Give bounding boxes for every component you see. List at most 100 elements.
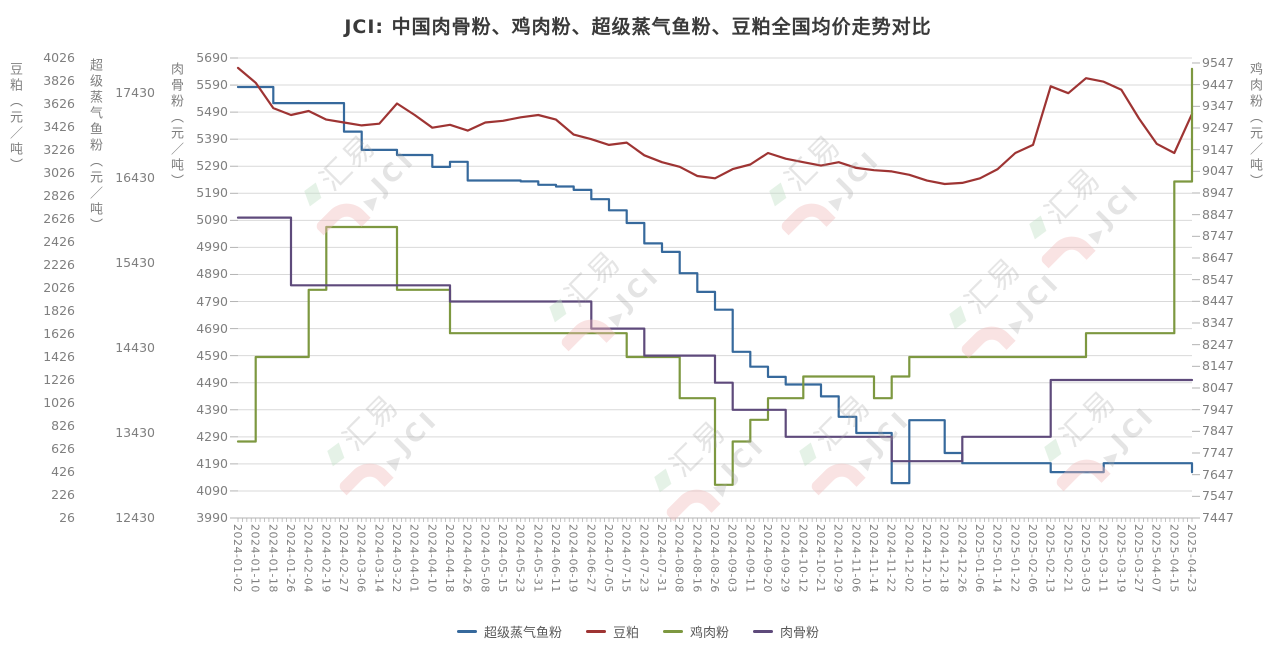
y-tick-label-soybean-meal: 1426 — [43, 349, 75, 364]
legend-item-soybean-meal[interactable]: 豆粕 — [585, 622, 639, 641]
y-tick-label-chicken-meal: 8947 — [1202, 184, 1234, 200]
series-line-fish-meal — [236, 85, 1194, 485]
x-tick-label: 2024-08-08 — [672, 524, 686, 593]
x-tick-label: 2024-07-15 — [619, 524, 633, 593]
y-tick-label-chicken-meal: 9147 — [1202, 141, 1234, 157]
y-tick-label-chicken-meal: 8447 — [1202, 293, 1234, 309]
y-tick-label-meat-bone-meal: 4590 — [196, 347, 228, 363]
y-tick-label-soybean-meal: 1226 — [43, 372, 75, 387]
legend: 超级蒸气鱼粉 豆粕 鸡肉粉 肉骨粉 — [0, 622, 1276, 641]
y-tick-label-chicken-meal: 9247 — [1202, 119, 1234, 135]
axis-title-meat-bone-meal: 肉骨粉（元／吨） — [168, 62, 183, 190]
y-tick-label-fish-meal: 15430 — [115, 254, 155, 270]
x-tick-label: 2024-11-22 — [884, 524, 898, 593]
y-tick-label-fish-meal: 14430 — [115, 339, 155, 355]
x-tick-label: 2024-09-29 — [778, 524, 792, 593]
x-tick-label: 2024-07-31 — [655, 524, 668, 593]
x-tick-label: 2024-12-18 — [937, 524, 951, 593]
y-tick-label-meat-bone-meal: 4790 — [196, 293, 228, 309]
series-line-meat-bone-meal — [236, 216, 1194, 463]
y-tick-label-soybean-meal: 826 — [51, 418, 75, 433]
y-tick-label-meat-bone-meal: 4290 — [196, 428, 228, 444]
legend-label: 超级蒸气鱼粉 — [483, 626, 562, 641]
y-tick-label-soybean-meal: 2426 — [43, 234, 75, 249]
x-tick-label: 2024-03-22 — [390, 524, 403, 593]
legend-swatch-soybean-meal — [585, 629, 606, 634]
x-tick-label: 2024-06-19 — [566, 524, 580, 593]
x-tick-label: 2024-12-10 — [920, 524, 933, 593]
x-tick-label: 2025-03-03 — [1079, 524, 1092, 593]
y-tick-label-chicken-meal: 8247 — [1202, 336, 1234, 352]
x-tick-label: 2024-05-23 — [513, 524, 527, 593]
y-tick-label-soybean-meal: 2826 — [43, 188, 75, 203]
x-tick-label: 2024-10-21 — [814, 524, 827, 593]
y-tick-label-meat-bone-meal: 5190 — [196, 185, 228, 201]
y-tick-label-chicken-meal: 8747 — [1202, 228, 1234, 244]
y-tick-label-meat-bone-meal: 4090 — [196, 482, 228, 498]
legend-label: 豆粕 — [612, 626, 639, 641]
x-tick-label: 2025-01-14 — [990, 524, 1004, 593]
y-tick-label-fish-meal: 13430 — [115, 424, 155, 440]
x-tick-label: 2024-04-26 — [460, 524, 474, 593]
legend-label: 鸡肉粉 — [690, 626, 730, 641]
y-tick-label-chicken-meal: 7847 — [1202, 423, 1234, 439]
y-tick-label-meat-bone-meal: 4190 — [196, 455, 228, 471]
y-tick-label-chicken-meal: 8847 — [1202, 206, 1234, 222]
axis-title-soybean-meal: 豆粕（元／吨） — [7, 62, 22, 174]
x-tick-label: 2024-10-12 — [796, 524, 810, 593]
y-tick-label-meat-bone-meal: 3990 — [196, 510, 228, 525]
x-tick-label: 2025-02-06 — [1026, 524, 1039, 593]
x-tick-label: 2024-12-26 — [955, 524, 969, 593]
y-tick-label-soybean-meal: 3626 — [43, 96, 75, 111]
y-tick-label-chicken-meal: 7447 — [1202, 510, 1234, 525]
x-tick-label: 2024-01-10 — [248, 524, 262, 593]
y-tick-label-soybean-meal: 1026 — [43, 395, 75, 410]
x-tick-label: 2024-01-26 — [284, 524, 297, 593]
y-tick-label-chicken-meal: 8547 — [1202, 271, 1234, 287]
x-tick-label: 2024-05-08 — [478, 524, 492, 593]
x-tick-label: 2024-03-14 — [372, 524, 386, 593]
x-tick-label: 2024-02-19 — [319, 524, 333, 593]
y-tick-label-fish-meal: 12430 — [115, 510, 155, 525]
x-tick-label: 2025-01-22 — [1008, 524, 1022, 593]
legend-item-fish-meal[interactable]: 超级蒸气鱼粉 — [456, 622, 562, 641]
y-tick-label-meat-bone-meal: 4490 — [196, 374, 228, 390]
x-tick-label: 2024-12-02 — [902, 524, 916, 593]
x-tick-label: 2024-09-11 — [743, 524, 757, 593]
y-tick-label-chicken-meal: 7647 — [1202, 466, 1234, 482]
x-tick-label: 2024-08-16 — [690, 524, 704, 593]
x-tick-label: 2024-02-04 — [301, 524, 315, 593]
x-tick-label: 2024-04-18 — [443, 524, 456, 593]
legend-swatch-chicken-meal — [663, 629, 683, 634]
y-tick-label-meat-bone-meal: 5090 — [196, 212, 228, 228]
x-tick-label: 2024-06-27 — [584, 524, 598, 593]
y-tick-label-soybean-meal: 3426 — [43, 119, 75, 134]
y-tick-label-soybean-meal: 3826 — [43, 73, 75, 88]
y-tick-label-chicken-meal: 8347 — [1202, 314, 1234, 330]
x-tick-label: 2024-06-11 — [549, 524, 562, 593]
y-tick-label-soybean-meal: 426 — [51, 464, 75, 479]
y-tick-label-meat-bone-meal: 5490 — [196, 104, 228, 120]
x-tick-label: 2024-07-05 — [602, 524, 615, 593]
x-tick-label: 2024-09-03 — [725, 524, 739, 593]
chart-title: JCI: 中国肉骨粉、鸡肉粉、超级蒸气鱼粉、豆粕全国均价走势对比 — [344, 16, 932, 38]
legend-swatch-meat-bone-meal — [753, 629, 774, 634]
y-tick-label-meat-bone-meal: 5590 — [196, 77, 228, 93]
y-tick-label-chicken-meal: 7547 — [1202, 488, 1234, 504]
y-tick-label-soybean-meal: 3026 — [43, 165, 75, 180]
x-tick-label: 2025-01-06 — [973, 524, 986, 593]
x-tick-label: 2025-04-07 — [1149, 524, 1163, 593]
legend-item-chicken-meal[interactable]: 鸡肉粉 — [663, 622, 729, 641]
y-tick-label-chicken-meal: 8047 — [1202, 379, 1234, 395]
y-tick-label-meat-bone-meal: 4390 — [196, 401, 228, 417]
y-tick-label-soybean-meal: 1626 — [43, 326, 75, 341]
x-tick-label: 2024-11-14 — [867, 524, 880, 593]
legend-item-meat-bone-meal[interactable]: 肉骨粉 — [753, 622, 819, 641]
x-tick-label: 2024-08-26 — [708, 524, 721, 593]
x-tick-label: 2024-07-23 — [637, 524, 651, 593]
y-tick-label-soybean-meal: 3226 — [43, 142, 75, 157]
y-tick-label-soybean-meal: 226 — [51, 487, 75, 502]
y-tick-label-meat-bone-meal: 4990 — [196, 239, 228, 255]
x-tick-label: 2024-01-18 — [266, 524, 280, 593]
